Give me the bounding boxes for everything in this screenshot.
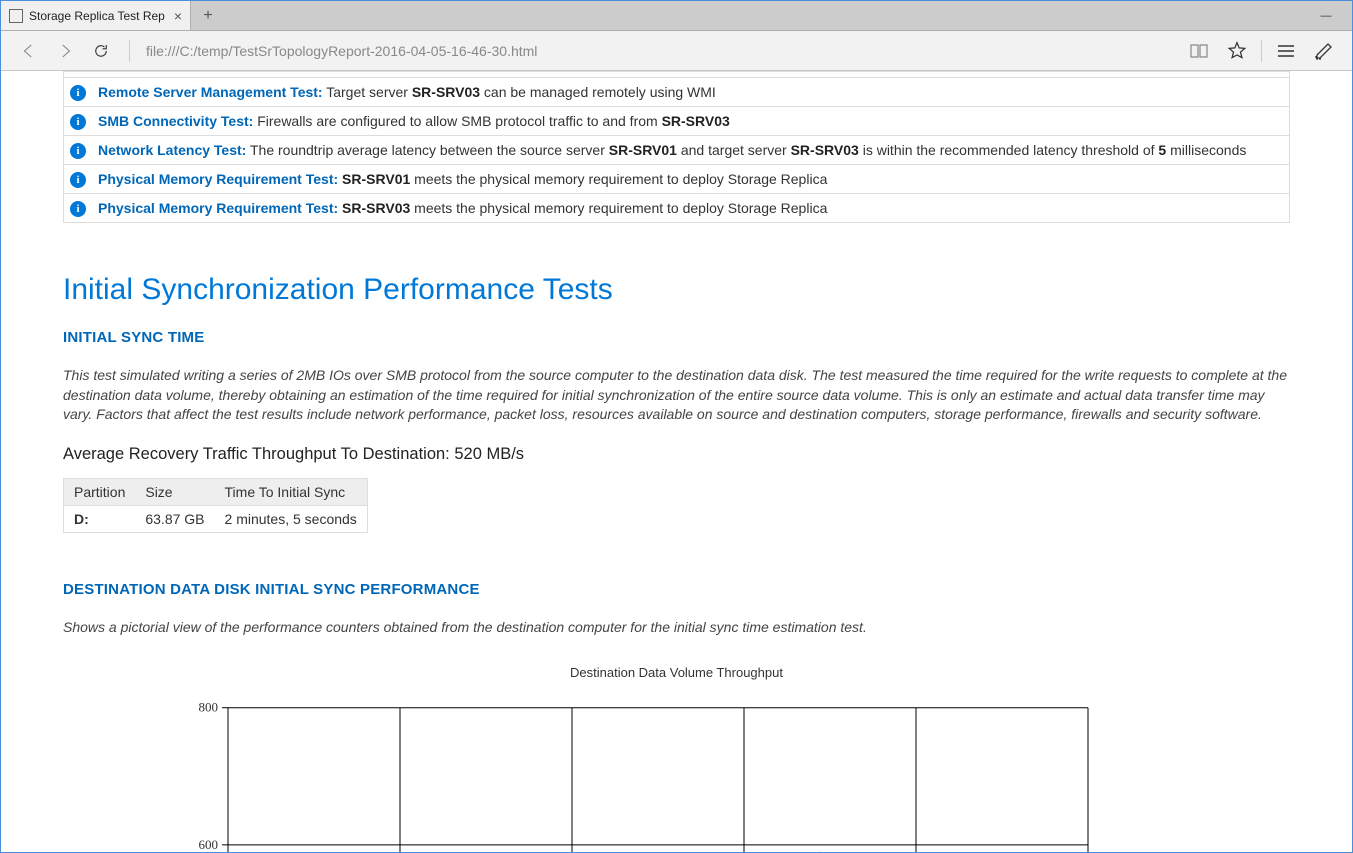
table-row: D: 63.87 GB 2 minutes, 5 seconds <box>64 505 368 532</box>
test-name: Network Latency Test: <box>98 142 246 158</box>
test-row: i Remote Server Management Test: Target s… <box>64 78 1290 107</box>
dest-perf-description: Shows a pictorial view of the performanc… <box>63 618 1290 638</box>
browser-window: Storage Replica Test Rep × + — file:///C… <box>0 0 1353 853</box>
separator <box>1261 40 1262 62</box>
chart-title: Destination Data Volume Throughput <box>63 665 1290 680</box>
test-row: i SMB Connectivity Test: Firewalls are co… <box>64 107 1290 136</box>
sync-time-description: This test simulated writing a series of … <box>63 366 1290 425</box>
test-name: Physical Memory Requirement Test: <box>98 171 338 187</box>
svg-text:600: 600 <box>199 837 219 852</box>
section-title: Initial Synchronization Performance Test… <box>63 273 1290 307</box>
col-time: Time To Initial Sync <box>215 478 368 505</box>
back-button[interactable] <box>11 33 47 69</box>
throughput-chart: Destination Data Volume Throughput 800 60… <box>63 665 1290 852</box>
titlebar: Storage Replica Test Rep × + — <box>1 1 1352 31</box>
test-result: Firewalls are configured to allow SMB pr… <box>257 113 730 129</box>
test-name: Remote Server Management Test: <box>98 84 323 100</box>
forward-button[interactable] <box>47 33 83 69</box>
web-note-icon[interactable] <box>1306 33 1342 69</box>
info-icon: i <box>70 172 86 188</box>
col-partition: Partition <box>64 478 136 505</box>
test-result: SR-SRV03 meets the physical memory requi… <box>342 200 827 216</box>
throughput-label: Average Recovery Traffic Throughput To D… <box>63 445 454 463</box>
test-row: i Network Latency Test: The roundtrip ave… <box>64 136 1290 165</box>
test-row: i Physical Memory Requirement Test: SR-SR… <box>64 165 1290 194</box>
sync-table: Partition Size Time To Initial Sync D: 6… <box>63 478 368 533</box>
info-icon: i <box>70 201 86 217</box>
subsection-initial-sync-time: INITIAL SYNC TIME <box>63 329 1290 346</box>
throughput-line: Average Recovery Traffic Throughput To D… <box>63 445 1290 464</box>
tab-strip: Storage Replica Test Rep × + <box>1 1 225 30</box>
reading-view-icon[interactable] <box>1181 33 1217 69</box>
chart-canvas: 800 600 <box>63 694 1123 852</box>
toolbar: file:///C:/temp/TestSrTopologyReport-201… <box>1 31 1352 71</box>
test-result: SR-SRV01 meets the physical memory requi… <box>342 171 827 187</box>
address-bar[interactable]: file:///C:/temp/TestSrTopologyReport-201… <box>140 43 1181 59</box>
cell-size: 63.87 GB <box>135 505 214 532</box>
throughput-value: 520 MB/s <box>454 445 524 463</box>
test-result: Target server SR-SRV03 can be managed re… <box>326 84 716 100</box>
separator <box>129 40 130 62</box>
minimize-button[interactable]: — <box>1314 10 1338 22</box>
col-size: Size <box>135 478 214 505</box>
test-name: SMB Connectivity Test: <box>98 113 253 129</box>
test-row: i Physical Memory Requirement Test: SR-SR… <box>64 194 1290 223</box>
favorite-icon[interactable] <box>1219 33 1255 69</box>
tab-storage-replica[interactable]: Storage Replica Test Rep × <box>1 1 191 30</box>
test-name: Physical Memory Requirement Test: <box>98 200 338 216</box>
close-icon[interactable]: × <box>174 8 182 24</box>
window-controls: — <box>1314 1 1352 30</box>
document-icon <box>9 9 23 23</box>
info-icon: i <box>70 114 86 130</box>
cell-partition: D: <box>64 505 136 532</box>
cell-time: 2 minutes, 5 seconds <box>215 505 368 532</box>
hub-icon[interactable] <box>1268 33 1304 69</box>
svg-text:800: 800 <box>199 700 219 715</box>
new-tab-button[interactable]: + <box>191 1 225 30</box>
info-icon: i <box>70 143 86 159</box>
test-result: The roundtrip average latency between th… <box>250 142 1246 158</box>
info-icon: i <box>70 85 86 101</box>
tests-table: i Remote Server Management Test: Target s… <box>63 71 1290 223</box>
refresh-button[interactable] <box>83 33 119 69</box>
page-content: i Remote Server Management Test: Target s… <box>1 71 1352 852</box>
subsection-dest-perf: DESTINATION DATA DISK INITIAL SYNC PERFO… <box>63 581 1290 598</box>
tab-title: Storage Replica Test Rep <box>29 9 168 23</box>
right-tools <box>1181 33 1342 69</box>
